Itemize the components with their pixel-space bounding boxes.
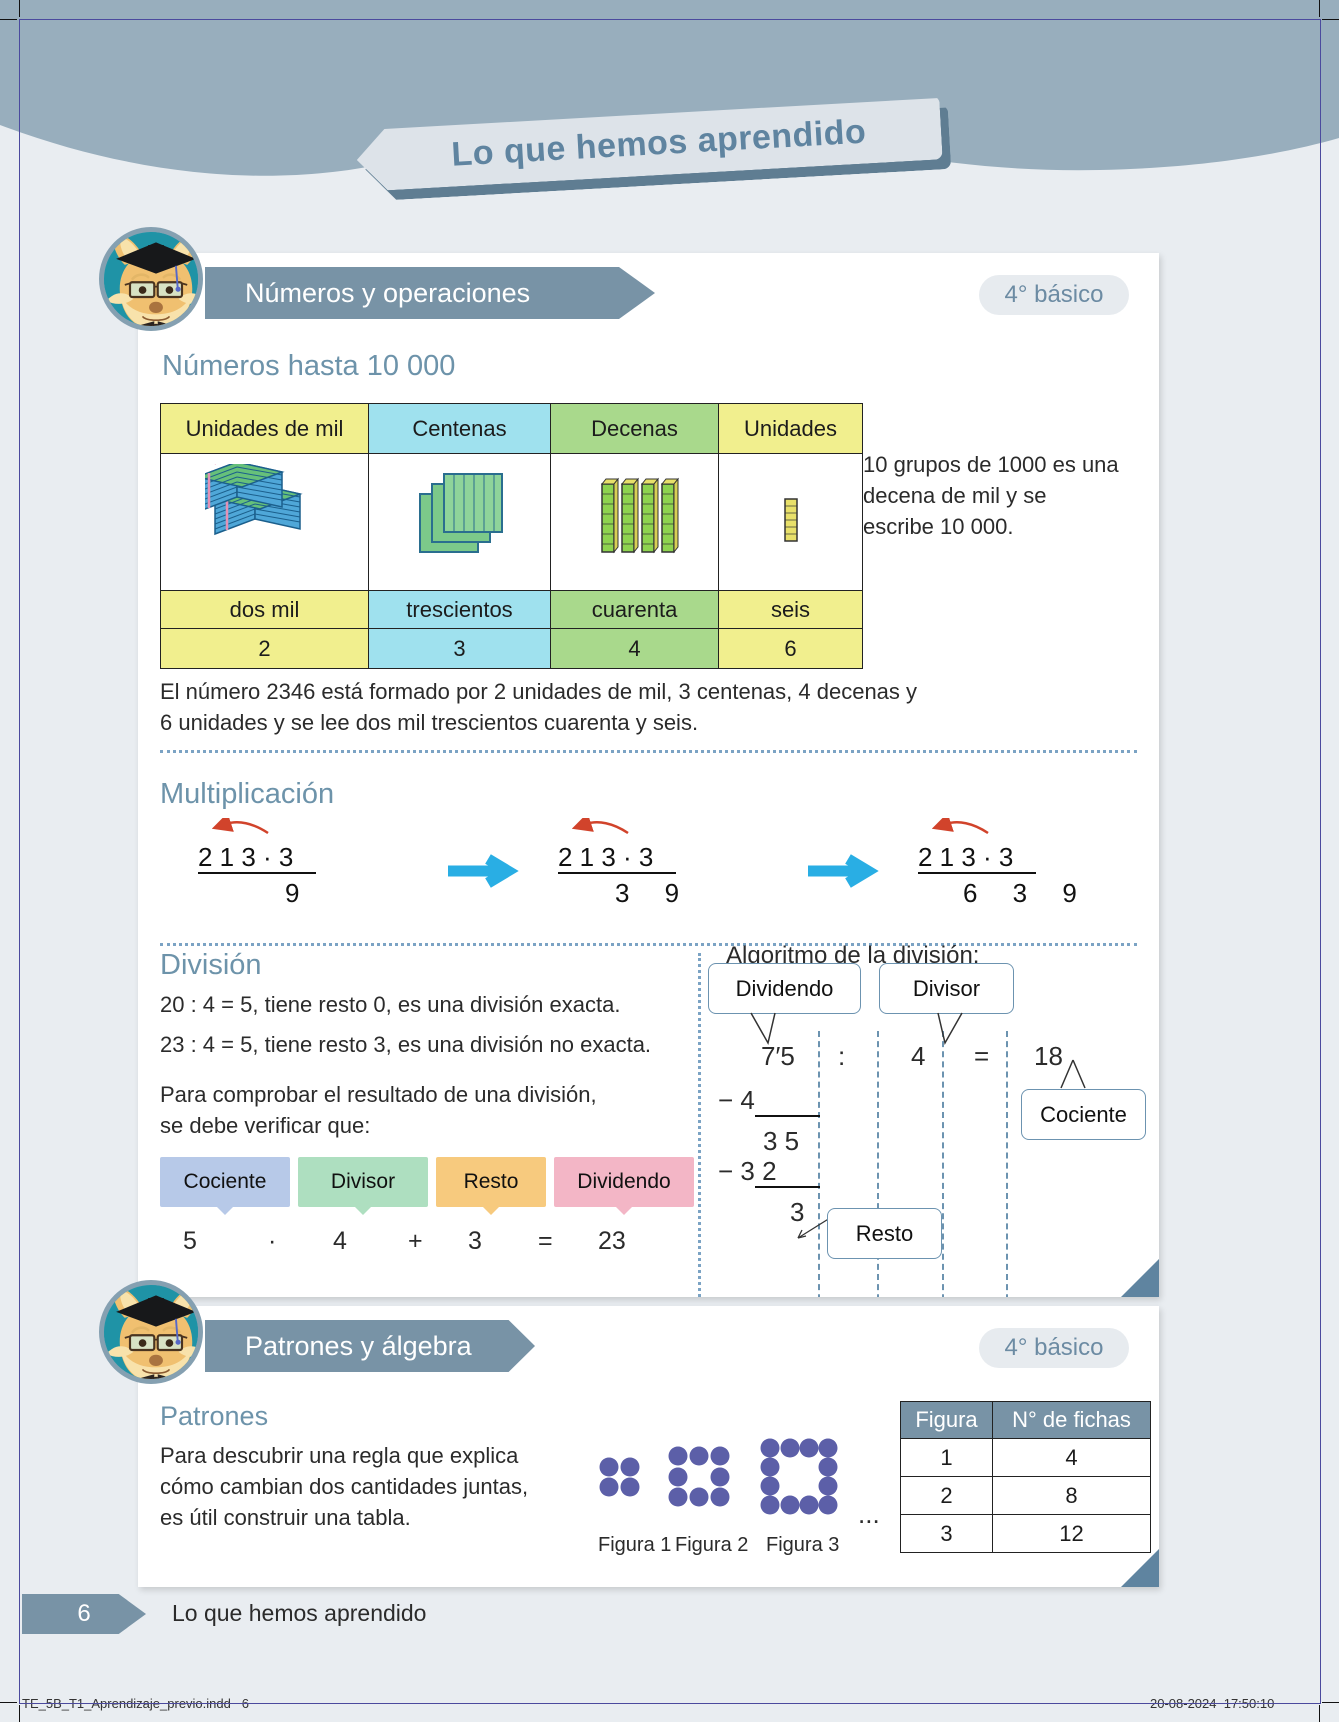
svg-text:2 1 3 · 3: 2 1 3 · 3 — [918, 842, 1013, 872]
svg-text:2 1 3 · 3: 2 1 3 · 3 — [558, 842, 653, 872]
svg-text:2 1 3 · 3: 2 1 3 · 3 — [198, 842, 293, 872]
